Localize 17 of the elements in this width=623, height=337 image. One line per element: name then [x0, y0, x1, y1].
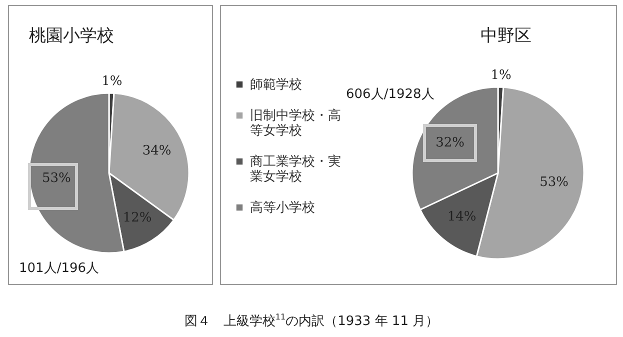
data-label: 34%: [142, 144, 172, 159]
data-label: 53%: [540, 174, 569, 190]
data-label: 1%: [490, 68, 512, 84]
data-label: 14%: [447, 210, 476, 225]
data-label: 12%: [122, 210, 152, 226]
legend-label: 商工業学校・実業女学校: [250, 154, 341, 184]
data-label: 32%: [436, 136, 465, 151]
chart-title: 桃園小学校: [29, 26, 114, 46]
data-label: 53%: [42, 170, 71, 186]
chart-title: 中野区: [480, 26, 532, 46]
legend-label: 高等小学校: [250, 200, 315, 216]
text: 606人/1928人: [346, 87, 434, 102]
text: 101人/196人: [19, 261, 100, 276]
caption: 図４ 上級学校$^{11}$の内訳（1933 年 11 月）: [183, 312, 440, 330]
legend-label: 旧制中学校・高等女学校: [250, 108, 341, 138]
data-label: 1%: [102, 74, 122, 90]
legend-label: 師範学校: [250, 78, 302, 92]
